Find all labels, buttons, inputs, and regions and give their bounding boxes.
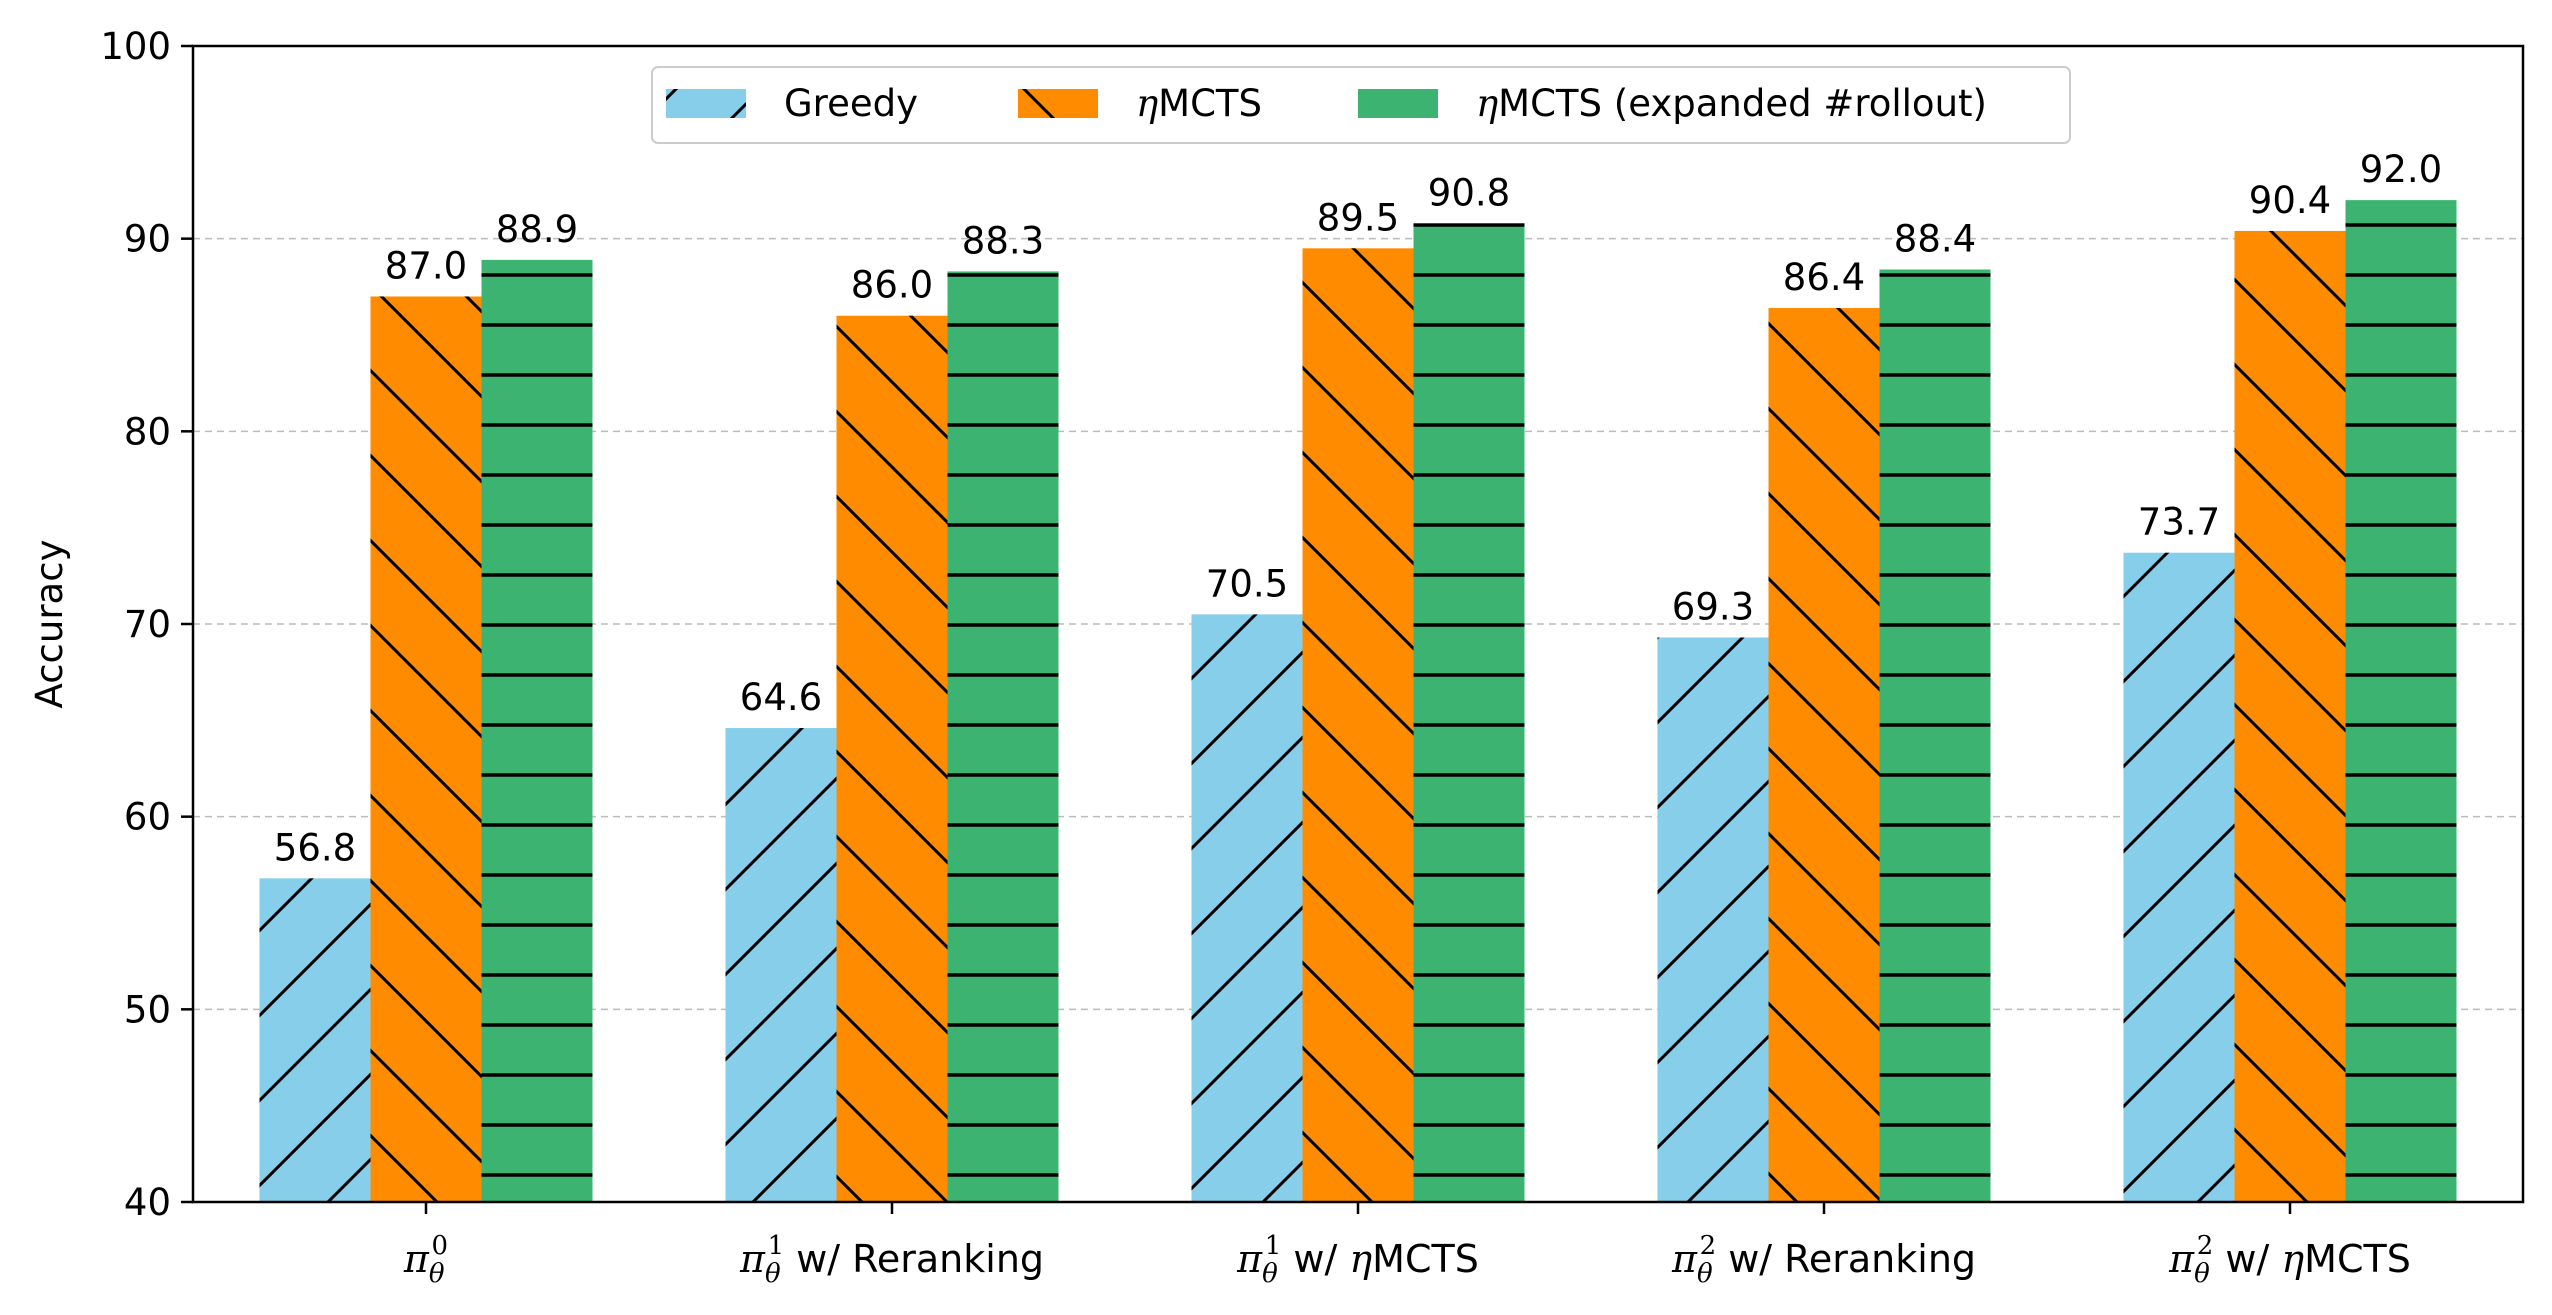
category-subscript: θ [429, 1259, 445, 1289]
data-label: 69.3 [1672, 585, 1754, 628]
y-axis-label: Accuracy [28, 540, 71, 709]
category-symbol: π [403, 1237, 430, 1281]
bar-hatch [370, 296, 482, 1202]
data-label: 64.6 [740, 676, 822, 719]
legend-label-text: Greedy [784, 82, 918, 125]
data-label: 87.0 [385, 244, 467, 287]
legend-label-text: MCTS [1158, 82, 1262, 125]
bar-hatch [836, 315, 948, 1202]
y-tick-label: 50 [124, 988, 171, 1031]
bars [259, 200, 2457, 1203]
category-superscript: 2 [1700, 1231, 1717, 1261]
legend-label-text: MCTS (expanded #rollout) [1498, 82, 1987, 125]
category-subscript: θ [765, 1259, 781, 1289]
bar-hatch [2345, 200, 2457, 1203]
eta-symbol: η [1349, 1237, 1372, 1281]
y-tick-label: 70 [124, 603, 171, 646]
legend-swatch-hatch [1018, 89, 1098, 118]
data-label: 86.4 [1783, 256, 1865, 299]
category-superscript: 1 [1265, 1231, 1282, 1261]
eta-symbol: η [1476, 82, 1498, 125]
category-prefix: w/ [2213, 1237, 2281, 1281]
data-label: 56.8 [274, 826, 356, 869]
category-suffix: MCTS [1372, 1237, 1479, 1281]
data-label: 92.0 [2360, 148, 2442, 191]
category-symbol: π [1671, 1237, 1698, 1281]
legend-label-2: ηMCTS [1136, 82, 1262, 125]
bar-hatch [2234, 230, 2346, 1202]
bar-hatch [947, 271, 1059, 1202]
bar-hatch [2123, 552, 2235, 1202]
x-tick-label-4: πθ2 w/ Reranking [1671, 1231, 1976, 1289]
category-suffix: w/ Reranking [784, 1237, 1044, 1281]
data-label: 88.3 [962, 219, 1044, 262]
data-label: 73.7 [2138, 501, 2220, 544]
category-subscript: θ [2194, 1259, 2210, 1289]
data-label: 90.8 [1428, 171, 1510, 214]
data-label: 90.4 [2249, 179, 2331, 222]
y-tick-label: 40 [124, 1181, 171, 1224]
category-superscript: 1 [768, 1231, 785, 1261]
y-tick-label: 60 [124, 796, 171, 839]
legend-label-1: Greedy [784, 82, 918, 125]
category-symbol: π [1236, 1237, 1263, 1281]
category-superscript: 2 [2197, 1231, 2214, 1261]
legend-label-3: ηMCTS (expanded #rollout) [1476, 82, 1987, 125]
x-tick-label-1: πθ0 [403, 1231, 448, 1289]
y-tick-label: 100 [100, 25, 171, 68]
bar-hatch [1768, 308, 1880, 1202]
bar-hatch [725, 728, 837, 1202]
bar-hatch [1302, 248, 1414, 1203]
category-suffix: w/ Reranking [1716, 1237, 1976, 1281]
eta-symbol: η [2281, 1237, 2304, 1281]
bar-hatch [481, 259, 593, 1202]
category-subscript: θ [1262, 1259, 1278, 1289]
data-label: 70.5 [1206, 562, 1288, 605]
category-subscript: θ [1697, 1259, 1713, 1289]
bar-hatch [1879, 269, 1991, 1202]
data-label: 88.4 [1894, 217, 1976, 260]
x-tick-label-5: πθ2 w/ ηMCTS [2168, 1231, 2411, 1289]
bar-hatch [1413, 223, 1525, 1203]
x-tick-label-2: πθ1 w/ Reranking [739, 1231, 1044, 1289]
data-label: 89.5 [1317, 196, 1399, 239]
bar-hatch [1191, 614, 1303, 1202]
data-label: 88.9 [496, 208, 578, 251]
legend-swatch-hatch [666, 89, 746, 118]
x-tick-label-3: πθ1 w/ ηMCTS [1236, 1231, 1479, 1289]
bar-hatch [259, 878, 371, 1202]
eta-symbol: η [1136, 82, 1158, 125]
category-prefix: w/ [1281, 1237, 1349, 1281]
category-superscript: 0 [432, 1231, 449, 1261]
legend-swatch-hatch [1358, 89, 1438, 118]
y-tick-label: 90 [124, 218, 171, 261]
category-symbol: π [739, 1237, 766, 1281]
data-label: 86.0 [851, 264, 933, 307]
category-suffix: MCTS [2304, 1237, 2411, 1281]
legend: Greedy ηMCTS ηMCTS (expanded #rollout) [651, 66, 2071, 144]
bar-hatch [1657, 637, 1769, 1202]
data-labels: 56.8 64.6 70.5 69.3 73.7 87.0 86.0 89.5 86.4 90.4… [274, 148, 2442, 869]
y-tick-label: 80 [124, 410, 171, 453]
category-symbol: π [2168, 1237, 2195, 1281]
